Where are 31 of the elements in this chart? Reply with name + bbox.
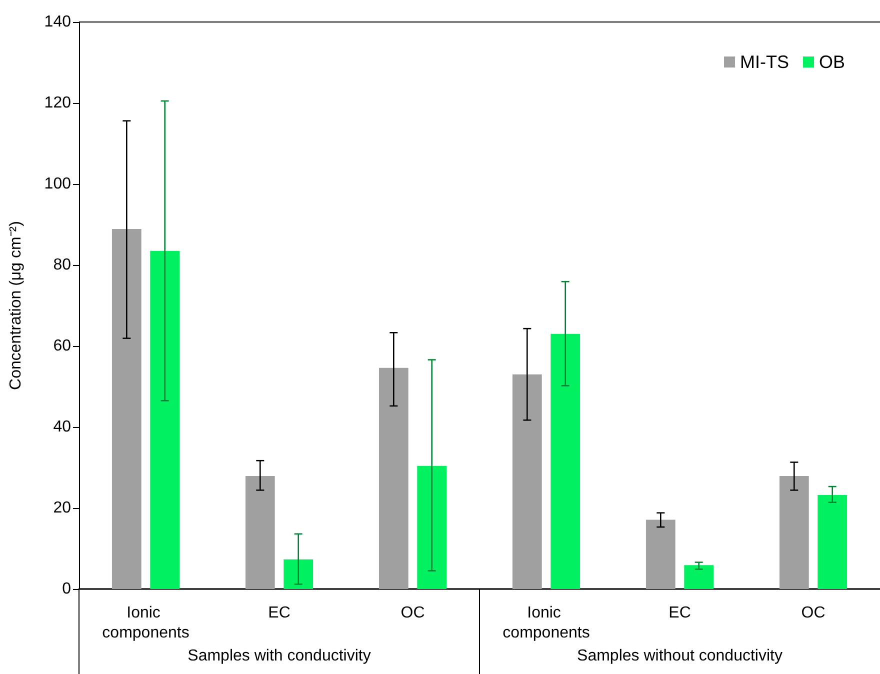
bar [818, 495, 848, 589]
y-tick-label: 140 [44, 14, 72, 30]
x-tick-label: EC [268, 604, 290, 622]
x-tick-label: Ionic components [102, 604, 190, 642]
bar [245, 476, 275, 589]
y-tick-label: 100 [44, 176, 72, 192]
y-tick-label: 80 [53, 256, 72, 274]
bar [684, 565, 714, 589]
bar [779, 476, 809, 589]
bar [378, 368, 408, 589]
y-tick-label: 0 [62, 580, 72, 598]
bar [646, 520, 676, 589]
y-tick-label: 40 [53, 418, 72, 436]
bar [112, 228, 142, 589]
legend-label: MI-TS [740, 52, 790, 72]
x-tick-label: OC [801, 604, 826, 622]
y-axis-title: Concentration (μg cm⁻²) [8, 221, 24, 390]
x-tick-label: OC [400, 604, 425, 622]
x-tick-label: EC [668, 604, 691, 622]
y-tick-label: 60 [53, 338, 72, 354]
bar [150, 250, 180, 589]
text: Samples without conductivity [577, 648, 782, 664]
y-tick-label: 20 [53, 500, 72, 516]
x-tick-label: Ionic components [502, 604, 590, 642]
bar [512, 374, 542, 589]
bar [417, 466, 447, 589]
legend-label: OB [818, 52, 846, 72]
bar [284, 559, 314, 589]
y-tick-label: 120 [44, 94, 72, 112]
text: Samples with conductivity [188, 648, 371, 664]
bar [550, 334, 580, 589]
